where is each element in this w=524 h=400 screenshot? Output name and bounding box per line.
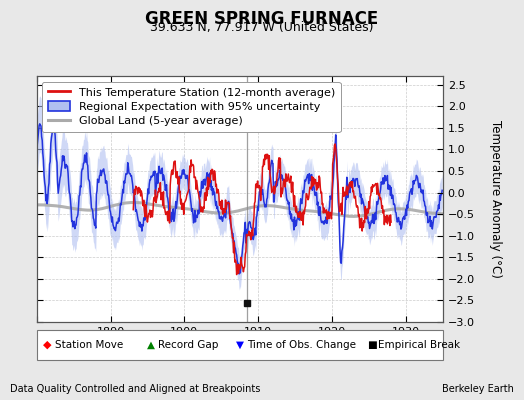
Legend: This Temperature Station (12-month average), Regional Expectation with 95% uncer: This Temperature Station (12-month avera…: [42, 82, 341, 132]
Text: 39.633 N, 77.917 W (United States): 39.633 N, 77.917 W (United States): [150, 21, 374, 34]
Text: Empirical Break: Empirical Break: [378, 340, 461, 350]
Text: Station Move: Station Move: [55, 340, 123, 350]
Y-axis label: Temperature Anomaly (°C): Temperature Anomaly (°C): [489, 120, 501, 278]
Text: ■: ■: [367, 340, 377, 350]
Text: Berkeley Earth: Berkeley Earth: [442, 384, 514, 394]
Text: ▼: ▼: [236, 340, 244, 350]
Text: Record Gap: Record Gap: [158, 340, 219, 350]
Text: GREEN SPRING FURNACE: GREEN SPRING FURNACE: [145, 10, 379, 28]
Text: ▲: ▲: [147, 340, 155, 350]
Text: ◆: ◆: [43, 340, 51, 350]
Text: Data Quality Controlled and Aligned at Breakpoints: Data Quality Controlled and Aligned at B…: [10, 384, 261, 394]
Text: Time of Obs. Change: Time of Obs. Change: [247, 340, 356, 350]
